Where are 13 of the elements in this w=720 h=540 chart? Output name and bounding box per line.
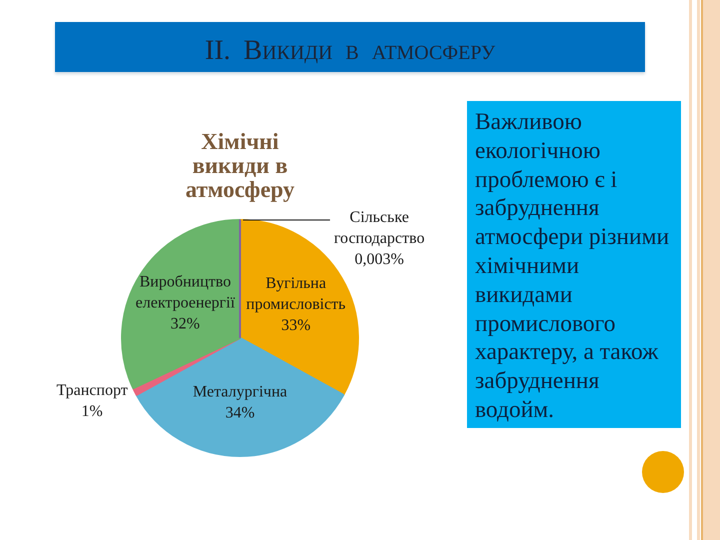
slice-label: Вугільна промисловість: [246, 275, 346, 314]
slice-label: Сільське господарство: [334, 209, 425, 247]
data-label: 1%: [81, 402, 103, 420]
data-label: 34%: [225, 404, 255, 422]
data-label: 0,003%: [354, 251, 404, 268]
data-label: 33%: [281, 317, 311, 334]
data-label: 32%: [170, 315, 200, 332]
slice-label: Металургічна: [192, 384, 288, 401]
chart-subtitle: Хімічні викиди в атмосферу: [184, 129, 296, 202]
slice-label: Виробництво електроенергії: [136, 273, 236, 312]
chart-title: II. Викиди в атмосферу: [55, 22, 645, 72]
slice-label: Транспорт: [56, 382, 128, 399]
text: Важливою екологічною проблемою є і забруднення атмосфери різними хімічними викидами промислового характеру, а також забруднення водойм.: [475, 109, 670, 423]
